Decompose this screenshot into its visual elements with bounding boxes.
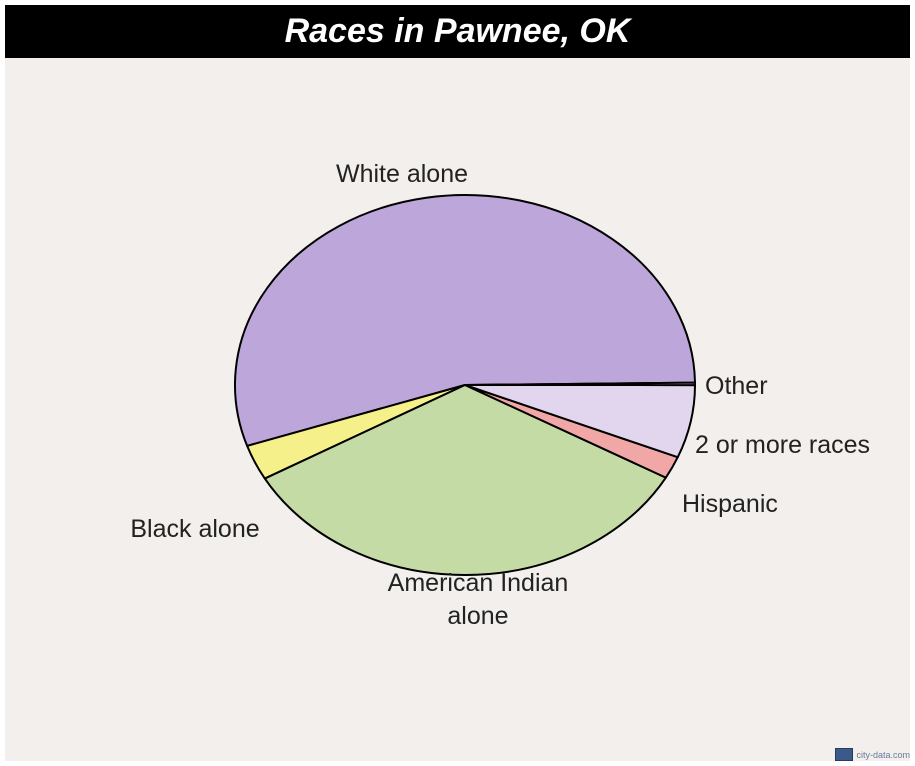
title-bar: Races in Pawnee, OK bbox=[5, 5, 910, 58]
watermark-text: city-data.com bbox=[856, 749, 910, 760]
slice-label-2-or-more-races: 2 or more races bbox=[695, 431, 870, 459]
slice-label-other: Other bbox=[705, 372, 768, 400]
chart-title: Races in Pawnee, OK bbox=[284, 12, 631, 50]
slice-label-black-alone: Black alone bbox=[130, 515, 259, 543]
slice-label-hispanic: Hispanic bbox=[682, 490, 778, 518]
pie-slice-other bbox=[464, 381, 697, 387]
city-data-logo-icon bbox=[835, 748, 854, 761]
watermark: city-data.com bbox=[835, 748, 910, 761]
slice-label-white-alone: White alone bbox=[336, 160, 468, 188]
slice-label-american-indian-alone: American Indian alone bbox=[388, 569, 569, 630]
